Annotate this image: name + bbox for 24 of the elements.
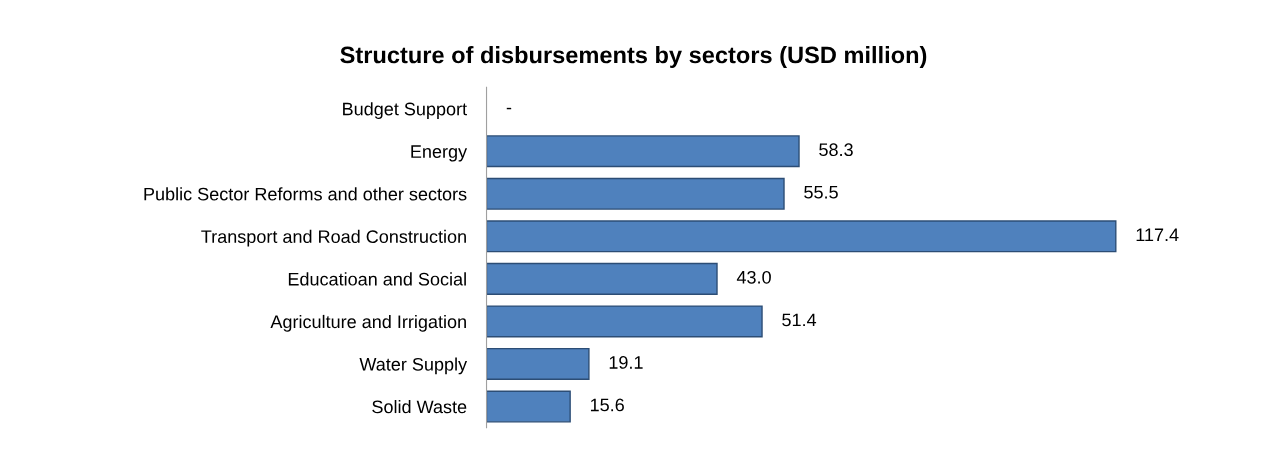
y-tick-label: Agriculture and Irrigation	[270, 314, 466, 332]
y-tick-label: Solid Waste	[372, 399, 467, 414]
data-label: 43.0	[736, 270, 771, 284]
y-tick-label: Educatioan and Social	[288, 272, 466, 286]
data-label: 51.4	[782, 313, 817, 327]
bar	[486, 135, 800, 168]
chart-title: Structure of disbursements by sectors (USD million)	[340, 46, 927, 69]
y-tick-label: Public Sector Reforms and other sectors	[144, 187, 467, 201]
y-tick-label: Energy	[411, 145, 468, 162]
data-label: 15.6	[590, 398, 624, 412]
data-label: 117.4	[1136, 228, 1179, 241]
data-label: 58.3	[819, 143, 853, 157]
bar	[486, 390, 571, 423]
data-label: 19.1	[609, 356, 643, 369]
bar	[486, 262, 718, 295]
y-tick-label: Transport and Road Construction	[201, 229, 466, 247]
bar	[486, 220, 1117, 253]
y-tick-label: Budget Support	[343, 102, 467, 119]
bar	[486, 305, 763, 338]
bar	[486, 177, 785, 210]
data-label: -	[506, 107, 512, 110]
y-tick-label: Water Supply	[359, 357, 468, 375]
bar	[486, 347, 590, 380]
data-label: 55.5	[804, 186, 838, 199]
